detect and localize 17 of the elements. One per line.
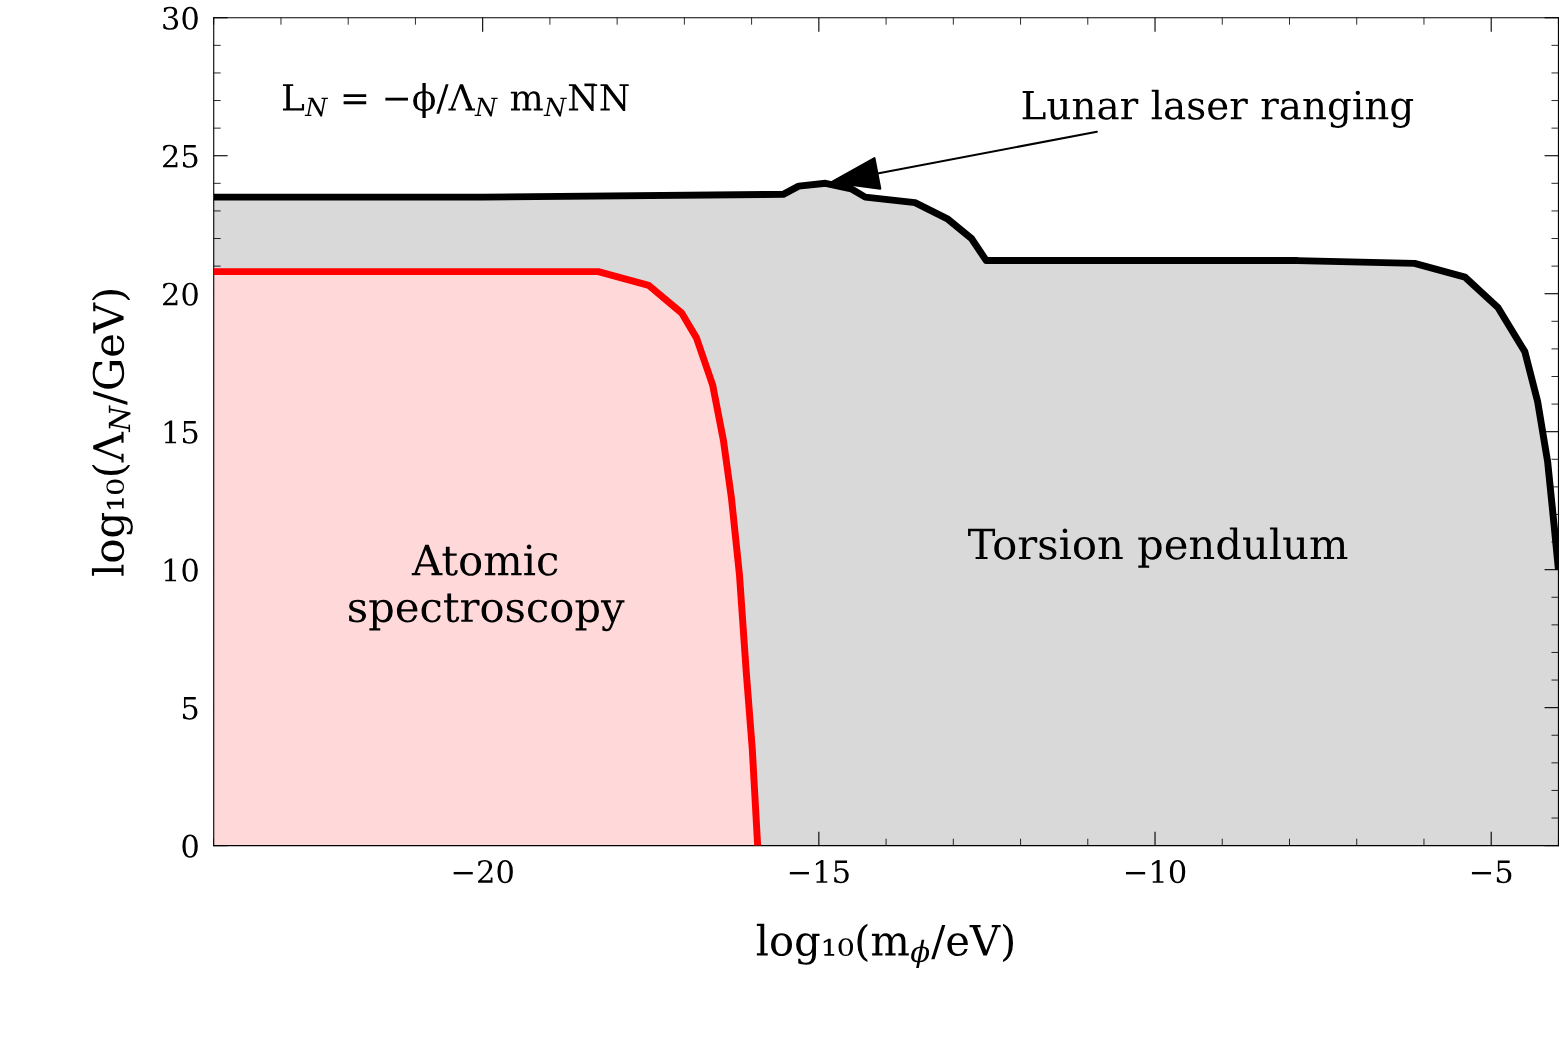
y-axis-title: log₁₀(Λ$_{N}$/GeV): [91, 290, 133, 576]
x-axis-title: log₁₀(m$_{ϕ}$/eV): [756, 923, 1014, 969]
x-tick-label: −10: [1126, 860, 1186, 884]
series-label: Torsion pendulum: [968, 527, 1348, 568]
annotation: Lunar laser ranging: [1022, 89, 1414, 128]
y-tick-label: 10: [164, 558, 198, 582]
x-tick-label: −20: [453, 860, 513, 884]
x-tick-label: −15: [789, 860, 849, 884]
y-tick-label: 25: [163, 144, 198, 168]
y-tick-label: 0: [182, 834, 198, 858]
y-tick-label: 20: [163, 282, 198, 306]
annotation: L$_{N}$ = −ϕ/Λ$_{N}$ m$_{N}$N̄N: [282, 83, 629, 118]
y-tick-label: 30: [163, 6, 198, 30]
x-tick-label: −5: [1471, 860, 1512, 884]
y-tick-label: 5: [182, 696, 198, 720]
series-label: Atomic spectroscopy: [349, 544, 625, 632]
y-tick-label: 15: [164, 420, 198, 444]
